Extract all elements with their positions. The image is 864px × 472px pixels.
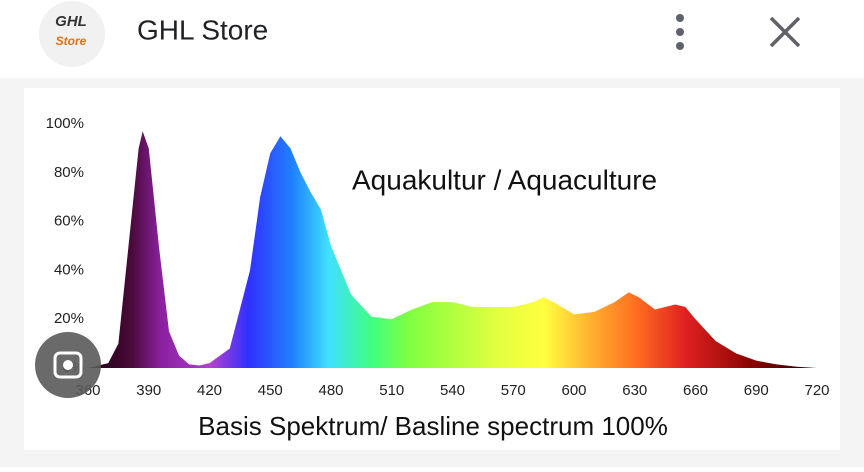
x-tick-label: 600: [561, 382, 586, 399]
more-button[interactable]: [676, 14, 684, 50]
x-tick-label: 570: [501, 382, 526, 399]
x-tick-label: 480: [318, 382, 343, 399]
x-tick-label: 390: [136, 382, 161, 399]
annotation: Aquakultur / Aquaculture: [352, 164, 657, 195]
x-axis-label: Basis Spektrum/ Basline spectrum 100%: [198, 411, 668, 441]
x-tick-label: 450: [258, 382, 283, 399]
spectrum-area: [88, 131, 817, 368]
y-tick-label: 80%: [54, 164, 84, 181]
x-tick-label: 420: [197, 382, 222, 399]
logo-text: Store: [56, 34, 87, 48]
lens-button[interactable]: [35, 332, 101, 398]
x-tick-label: 690: [744, 382, 769, 399]
close-button[interactable]: [769, 16, 801, 48]
x-tick-label: 540: [440, 382, 465, 399]
y-tick-label: 20%: [54, 310, 84, 327]
app-title: GHL Store: [137, 14, 268, 45]
x-tick-label: 660: [683, 382, 708, 399]
store-logo: [39, 1, 105, 67]
logo-text: GHL: [55, 13, 87, 30]
x-tick-label: 720: [804, 382, 829, 399]
x-tick-label: 510: [379, 382, 404, 399]
app-bar: [0, 0, 864, 78]
y-tick-label: 60%: [54, 213, 84, 230]
y-tick-label: 40%: [54, 261, 84, 278]
y-tick-label: 100%: [46, 115, 84, 132]
x-tick-label: 630: [622, 382, 647, 399]
